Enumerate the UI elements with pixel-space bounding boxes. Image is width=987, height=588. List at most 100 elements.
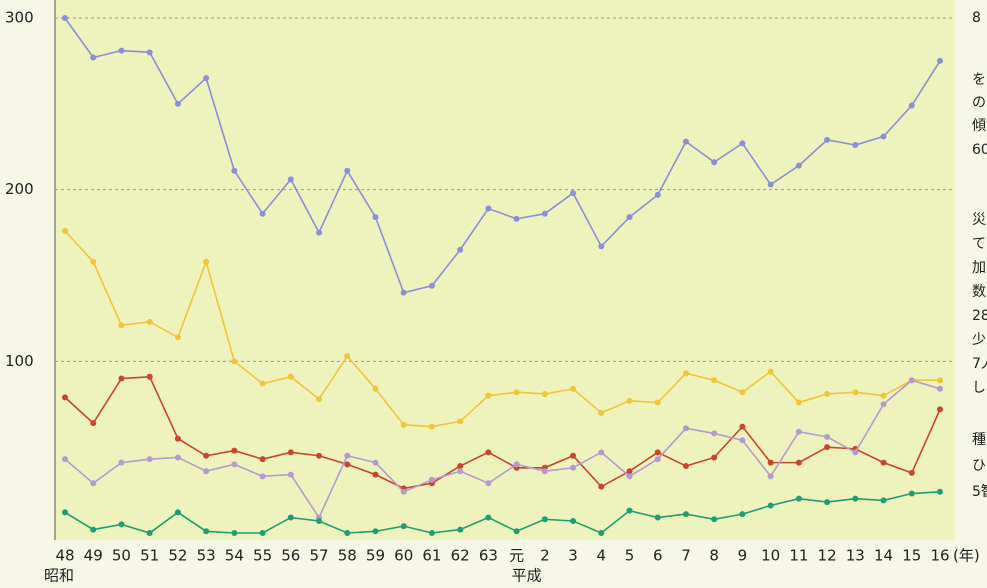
point xyxy=(654,399,661,406)
point xyxy=(711,377,718,384)
point xyxy=(146,49,153,56)
x-tick-label: 16 xyxy=(930,547,949,565)
point xyxy=(118,47,125,54)
point xyxy=(174,509,181,516)
point xyxy=(203,452,210,459)
point xyxy=(570,452,577,459)
point xyxy=(485,449,492,456)
point xyxy=(203,468,210,475)
side-text: 8 xyxy=(972,10,981,26)
x-tick-label: 元 xyxy=(509,547,524,565)
x-tick-label: 60 xyxy=(394,547,413,565)
point xyxy=(767,181,774,188)
side-text: 災 xyxy=(972,212,986,228)
point xyxy=(231,447,238,454)
series-line xyxy=(64,17,941,294)
point xyxy=(513,528,520,535)
x-tick-label: 13 xyxy=(846,547,865,565)
point xyxy=(428,476,435,483)
point xyxy=(880,401,887,408)
point xyxy=(118,322,125,329)
point xyxy=(90,54,97,61)
point xyxy=(852,495,859,502)
point xyxy=(824,499,831,506)
y-tick-label: 200 xyxy=(5,180,34,198)
point xyxy=(908,377,915,384)
point xyxy=(937,488,943,495)
point xyxy=(428,530,435,536)
x-tick-label: 15 xyxy=(902,547,921,565)
point xyxy=(485,205,492,212)
point xyxy=(654,191,661,198)
side-text: 加 xyxy=(972,260,986,276)
plot-area xyxy=(55,0,955,540)
point xyxy=(62,394,68,401)
point xyxy=(908,490,915,497)
point xyxy=(146,373,153,380)
x-unit: (年) xyxy=(953,547,980,565)
point xyxy=(287,373,294,380)
point xyxy=(485,392,492,399)
point xyxy=(231,461,238,468)
point xyxy=(598,409,605,416)
point xyxy=(90,258,97,265)
point xyxy=(767,502,774,509)
side-text: 傾 xyxy=(972,118,986,134)
point xyxy=(937,406,943,413)
point xyxy=(513,461,520,468)
point xyxy=(118,521,125,528)
point xyxy=(739,423,746,430)
point xyxy=(259,530,266,536)
series-line xyxy=(64,491,941,534)
x-tick-label: 2 xyxy=(540,547,550,565)
x-tick-label: 12 xyxy=(818,547,837,565)
point xyxy=(654,449,661,456)
x-tick-label: 53 xyxy=(197,547,216,565)
y-tick-label: 100 xyxy=(5,352,34,370)
x-tick-label: 50 xyxy=(112,547,131,565)
x-tick-label: 4 xyxy=(597,547,607,565)
point xyxy=(372,528,379,535)
point xyxy=(344,353,351,360)
point xyxy=(174,334,181,341)
side-text: を xyxy=(972,72,986,88)
point xyxy=(795,399,802,406)
point xyxy=(570,190,577,197)
point xyxy=(513,215,520,222)
point xyxy=(541,468,548,475)
point xyxy=(937,385,943,392)
point xyxy=(231,530,238,536)
point xyxy=(259,473,266,480)
side-text: 少 xyxy=(972,332,986,348)
point xyxy=(457,246,464,253)
point xyxy=(457,526,464,533)
point xyxy=(682,370,689,377)
x-tick-label: 51 xyxy=(140,547,159,565)
point xyxy=(372,214,379,221)
point xyxy=(570,464,577,471)
point xyxy=(739,140,746,147)
x-tick-label: 14 xyxy=(874,547,893,565)
point xyxy=(287,449,294,456)
x-tick-label: 6 xyxy=(653,547,663,565)
side-text: 5智 xyxy=(972,484,987,500)
point xyxy=(203,258,210,265)
x-tick-label: 5 xyxy=(625,547,635,565)
point xyxy=(287,176,294,183)
x-tick-label: 58 xyxy=(338,547,357,565)
point xyxy=(824,390,831,397)
x-tick-label: 57 xyxy=(309,547,328,565)
y-tick-label: 300 xyxy=(5,9,34,27)
point xyxy=(626,397,633,404)
x-tick-label: 55 xyxy=(253,547,272,565)
point xyxy=(146,318,153,325)
point xyxy=(231,358,238,365)
series-line xyxy=(64,379,941,520)
point xyxy=(513,389,520,396)
point xyxy=(739,437,746,444)
point xyxy=(90,420,97,427)
point xyxy=(795,459,802,466)
side-text: し xyxy=(972,380,986,396)
point xyxy=(711,454,718,461)
x-tick-label: 48 xyxy=(55,547,74,565)
